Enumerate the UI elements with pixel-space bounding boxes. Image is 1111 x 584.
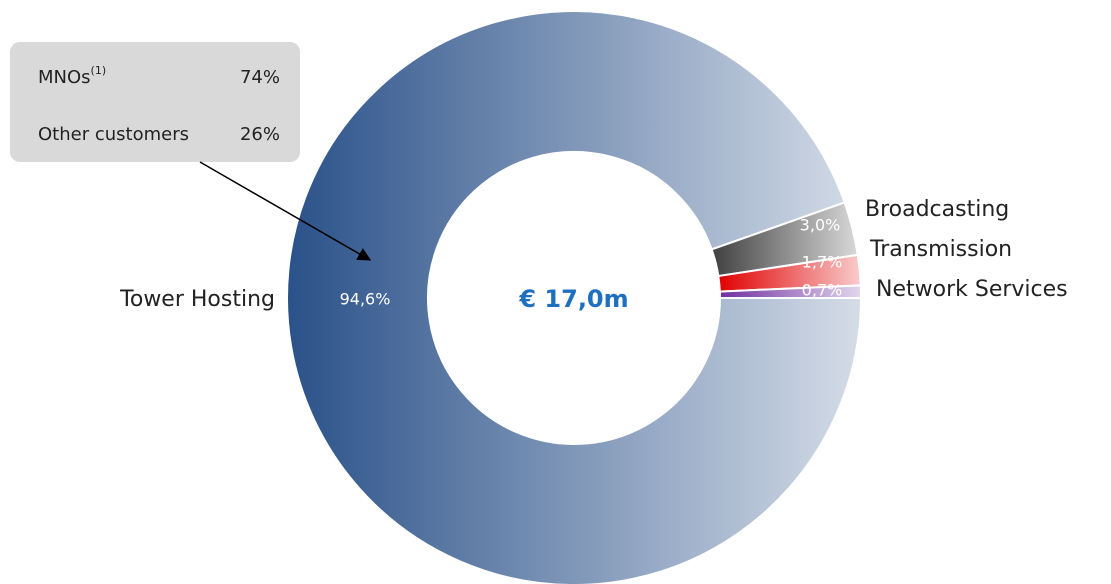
callout-value: 26% <box>240 124 280 145</box>
callout-label-text: MNOs <box>38 67 91 88</box>
category-label: Tower Hosting <box>119 287 275 312</box>
center-label: € 17,0m <box>518 285 628 313</box>
slice-shine <box>719 285 861 298</box>
slice-shine <box>718 254 861 292</box>
value-label: 94,6% <box>340 290 391 309</box>
callout-value: 74% <box>240 67 280 88</box>
callout-arrow <box>199 161 372 261</box>
slice-shine <box>711 202 858 277</box>
category-label: Network Services <box>876 277 1068 302</box>
donut <box>286 10 863 584</box>
value-label: 1,7% <box>802 253 843 272</box>
value-label: 3,0% <box>800 216 841 235</box>
category-label: Transmission <box>869 237 1012 262</box>
callout-label: MNOs(1) <box>38 64 106 88</box>
slice-shine <box>287 11 861 584</box>
value-label: 0,7% <box>802 281 843 300</box>
footnote: (1) <box>91 64 107 77</box>
callout-box <box>10 42 300 162</box>
category-label: Broadcasting <box>865 197 1009 222</box>
callout-label: Other customers <box>38 124 189 145</box>
